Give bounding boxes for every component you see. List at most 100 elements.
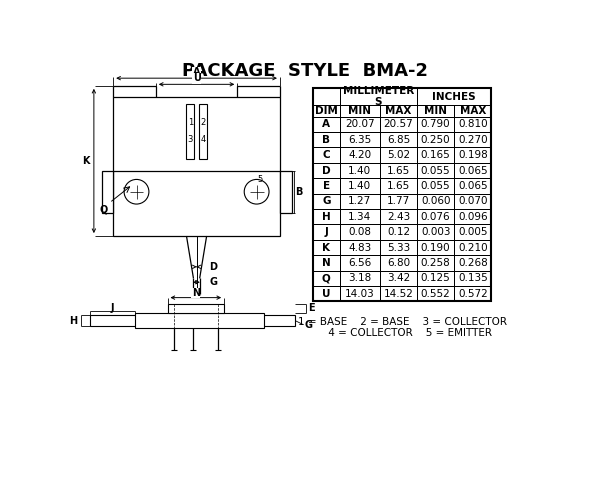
Text: 20.57: 20.57 xyxy=(384,119,413,129)
Bar xyxy=(187,104,194,159)
Bar xyxy=(340,147,380,163)
Text: A: A xyxy=(193,67,200,77)
Bar xyxy=(454,224,492,240)
Text: 0.055: 0.055 xyxy=(421,165,451,176)
Text: MIN: MIN xyxy=(348,106,371,116)
Text: B: B xyxy=(322,135,330,145)
Text: MIN: MIN xyxy=(424,106,447,116)
Bar xyxy=(380,178,417,193)
Bar xyxy=(340,193,380,209)
Bar xyxy=(380,240,417,255)
Text: 0.552: 0.552 xyxy=(421,289,451,299)
Text: 0.268: 0.268 xyxy=(458,258,488,268)
Bar xyxy=(340,163,380,178)
Text: G: G xyxy=(322,196,331,206)
Text: 1: 1 xyxy=(188,118,193,128)
Bar xyxy=(454,117,492,132)
Bar xyxy=(313,88,492,301)
Bar xyxy=(313,255,340,271)
Text: 6.35: 6.35 xyxy=(348,135,371,145)
Bar xyxy=(313,178,340,193)
Text: H: H xyxy=(322,212,331,222)
Text: 3: 3 xyxy=(188,135,193,144)
Bar xyxy=(313,224,340,240)
Text: K: K xyxy=(322,243,330,252)
Bar xyxy=(340,286,380,301)
Bar xyxy=(417,240,454,255)
Text: MAX: MAX xyxy=(385,106,412,116)
Bar xyxy=(417,255,454,271)
Bar xyxy=(454,286,492,301)
Text: INCHES: INCHES xyxy=(433,92,476,102)
Text: 1.40: 1.40 xyxy=(348,181,371,191)
Bar xyxy=(454,193,492,209)
Text: 0.12: 0.12 xyxy=(387,227,410,237)
Text: 1 = BASE    2 = BASE    3 = COLLECTOR: 1 = BASE 2 = BASE 3 = COLLECTOR xyxy=(298,317,507,327)
Text: A: A xyxy=(322,119,330,129)
Bar xyxy=(340,132,380,147)
Text: MAX: MAX xyxy=(460,106,486,116)
Bar xyxy=(417,271,454,286)
Text: D: D xyxy=(322,165,331,176)
Bar xyxy=(380,271,417,286)
Text: 0.065: 0.065 xyxy=(458,165,488,176)
Bar xyxy=(340,88,417,105)
Bar xyxy=(454,240,492,255)
Text: 0.08: 0.08 xyxy=(348,227,371,237)
Text: 0.270: 0.270 xyxy=(458,135,488,145)
Text: N: N xyxy=(322,258,331,268)
Bar xyxy=(417,117,454,132)
Text: 4.83: 4.83 xyxy=(348,243,371,252)
Text: Q: Q xyxy=(100,204,108,214)
Bar xyxy=(454,163,492,178)
Text: 5: 5 xyxy=(258,175,263,184)
Text: 0.198: 0.198 xyxy=(458,150,488,160)
Bar xyxy=(340,178,380,193)
Text: 0.060: 0.060 xyxy=(421,196,451,206)
Text: 0.210: 0.210 xyxy=(458,243,488,252)
Text: E: E xyxy=(308,303,315,313)
Text: 6.80: 6.80 xyxy=(387,258,410,268)
Text: C: C xyxy=(322,150,330,160)
Text: 1.34: 1.34 xyxy=(348,212,371,222)
Text: 0.055: 0.055 xyxy=(421,181,451,191)
Bar xyxy=(454,105,492,117)
Text: 4 = COLLECTOR    5 = EMITTER: 4 = COLLECTOR 5 = EMITTER xyxy=(312,327,492,338)
Bar xyxy=(340,224,380,240)
Bar xyxy=(417,193,454,209)
Text: 4.20: 4.20 xyxy=(348,150,371,160)
Bar xyxy=(454,209,492,224)
Bar xyxy=(417,209,454,224)
Text: G: G xyxy=(305,320,313,329)
Text: 0.250: 0.250 xyxy=(421,135,451,145)
Text: MILLIMETER
S: MILLIMETER S xyxy=(343,86,414,107)
Text: 14.52: 14.52 xyxy=(383,289,414,299)
Text: B: B xyxy=(296,187,303,197)
Bar xyxy=(417,178,454,193)
Bar xyxy=(82,86,311,425)
Text: H: H xyxy=(69,316,77,326)
Bar xyxy=(135,313,265,328)
Bar xyxy=(417,224,454,240)
Text: 0.572: 0.572 xyxy=(458,289,488,299)
Text: G: G xyxy=(210,277,218,287)
Bar xyxy=(380,105,417,117)
Bar xyxy=(380,117,417,132)
Bar xyxy=(113,97,280,236)
Text: J: J xyxy=(111,303,114,313)
Text: 6.56: 6.56 xyxy=(348,258,371,268)
Text: 1.65: 1.65 xyxy=(387,181,410,191)
Bar xyxy=(280,170,291,213)
Text: U: U xyxy=(322,289,331,299)
Text: 1.40: 1.40 xyxy=(348,165,371,176)
Text: 1.27: 1.27 xyxy=(348,196,371,206)
Bar xyxy=(340,271,380,286)
Bar xyxy=(340,209,380,224)
Text: 0.096: 0.096 xyxy=(458,212,488,222)
Bar xyxy=(417,88,492,105)
Bar xyxy=(417,105,454,117)
Bar xyxy=(313,286,340,301)
Text: 1.77: 1.77 xyxy=(387,196,410,206)
Bar xyxy=(313,147,340,163)
Bar xyxy=(417,147,454,163)
